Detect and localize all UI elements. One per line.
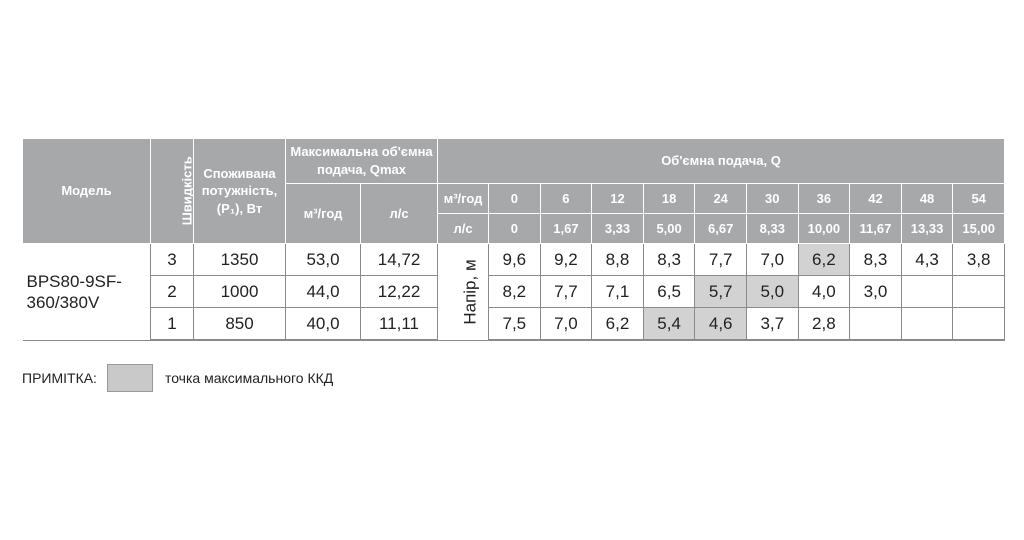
flow-unit: л/с <box>437 213 490 244</box>
empty-cell <box>952 275 1005 308</box>
head-value: 6,2 <box>797 243 851 276</box>
flow-m3h: 36 <box>797 183 851 214</box>
pump-table: Модель Швидкість Споживана потужність, (P₁… <box>22 138 1005 341</box>
qmax-header: Максимальна об'ємна подача, Qmax <box>284 138 439 184</box>
head-value: 7,7 <box>539 275 593 308</box>
power: 850 <box>193 307 286 341</box>
head-value: 4,6 <box>694 307 747 341</box>
flow-ls: 6,67 <box>694 213 747 244</box>
head-value: 8,3 <box>849 243 902 276</box>
qmax-unit: л/с <box>359 183 439 244</box>
data-row: 1 850 40,0 11,11 7,5 7,0 6,2 5,4 4,6 3,7 2,8 <box>23 307 1005 341</box>
head-value: 5,7 <box>694 275 747 308</box>
qmax-ls: 11,11 <box>359 307 439 341</box>
data-row: BPS80-9SF-360/380V 3 1350 53,0 14,72 Напір, м… <box>22 243 1005 341</box>
head-value: 9,6 <box>488 243 541 276</box>
flow-ls: 11,67 <box>849 213 902 244</box>
power: 1350 <box>193 243 286 276</box>
model-header: Модель <box>22 138 151 244</box>
flow-ls: 3,33 <box>591 213 644 244</box>
head-value: 2,8 <box>797 307 851 341</box>
head-label: Напір, м <box>437 243 490 341</box>
flow-ls: 5,00 <box>642 213 696 244</box>
data-row: 2 1000 44,0 12,22 8,2 7,7 7,1 6,5 5,7 5,0 4,0 3,0 <box>23 275 1005 308</box>
flow-ls: 0 <box>488 213 541 244</box>
head-value: 3,8 <box>952 243 1005 276</box>
head-value: 3,0 <box>849 275 902 308</box>
head-value: 3,7 <box>745 307 799 341</box>
head-value: 4,3 <box>900 243 954 276</box>
head-value: 7,0 <box>745 243 799 276</box>
head-value: 7,1 <box>591 275 644 308</box>
flow-m3h: 42 <box>849 183 902 214</box>
speed-header: Швидкість <box>150 138 195 244</box>
head-value: 6,5 <box>642 275 696 308</box>
head-value: 9,2 <box>539 243 593 276</box>
header-row: м³/год л/с м³/год 0 6 12 18 24 30 36 42 48 54 <box>23 183 1005 244</box>
head-value: 8,3 <box>642 243 696 276</box>
power: 1000 <box>193 275 286 308</box>
head-value: 7,0 <box>539 307 593 341</box>
head-value: 6,2 <box>591 307 644 341</box>
head-value: 8,8 <box>591 243 644 276</box>
model: BPS80-9SF-360/380V <box>22 243 151 341</box>
head-value: 4,0 <box>797 275 851 308</box>
qmax-ls: 12,22 <box>359 275 439 308</box>
speed: 3 <box>150 243 194 276</box>
qmax-ls: 14,72 <box>359 243 439 276</box>
note-label: ПРИМІТКА: <box>22 370 97 386</box>
flow-m3h: 12 <box>591 183 644 214</box>
qmax-unit: м³/год <box>285 183 361 244</box>
flow-header: Об'ємна подача, Q <box>437 138 1005 184</box>
flow-m3h: 54 <box>952 183 1005 214</box>
empty-cell <box>900 307 954 341</box>
head-value: 7,7 <box>694 243 747 276</box>
head-label-text: Напір, м <box>460 259 480 325</box>
flow-m3h: 18 <box>642 183 696 214</box>
power-header: Споживана потужність, (P₁), Вт <box>193 138 286 244</box>
flow-m3h: 0 <box>488 183 541 214</box>
speed-header-text: Швидкість <box>179 156 195 226</box>
qmax-m3h: 44,0 <box>285 275 361 308</box>
flow-m3h: 24 <box>694 183 747 214</box>
note-text: точка максимального ККД <box>164 370 334 386</box>
flow-ls: 13,33 <box>900 213 954 244</box>
head-value: 5,0 <box>745 275 799 308</box>
qmax-m3h: 53,0 <box>285 243 361 276</box>
empty-cell <box>849 307 902 341</box>
flow-ls: 15,00 <box>952 213 1005 244</box>
flow-ls: 1,67 <box>539 213 593 244</box>
speed: 2 <box>150 275 194 308</box>
flow-m3h: 48 <box>900 183 954 214</box>
speed: 1 <box>150 307 194 341</box>
qmax-m3h: 40,0 <box>285 307 361 341</box>
header-row: л/с 0 1,67 3,33 5,00 6,67 8,33 10,00 11,67 13,33 1… <box>23 213 1005 244</box>
flow-m3h: 30 <box>745 183 799 214</box>
flow-unit: м³/год <box>437 183 490 214</box>
head-value: 7,5 <box>488 307 541 341</box>
flow-ls: 10,00 <box>797 213 851 244</box>
flow-m3h: 6 <box>539 183 593 214</box>
head-value: 8,2 <box>488 275 541 308</box>
note: ПРИМІТКА: точка максимального ККД <box>22 364 333 392</box>
head-value: 5,4 <box>642 307 696 341</box>
empty-cell <box>952 307 1005 341</box>
header-row: Модель Швидкість Споживана потужність, (P₁… <box>22 138 1005 244</box>
flow-ls: 8,33 <box>745 213 799 244</box>
note-swatch <box>106 364 153 392</box>
empty-cell <box>900 275 954 308</box>
